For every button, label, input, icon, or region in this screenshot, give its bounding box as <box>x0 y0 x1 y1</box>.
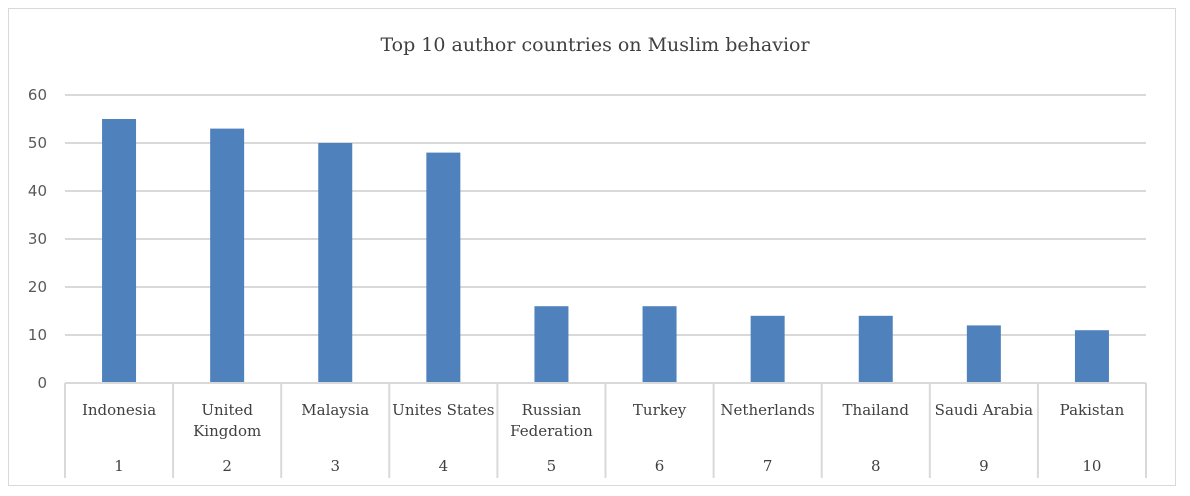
x-index-label: 4 <box>439 457 449 475</box>
chart-title: Top 10 author countries on Muslim behavi… <box>380 34 810 56</box>
y-tick-label: 20 <box>28 278 47 296</box>
x-category-label: Pakistan <box>1060 401 1125 419</box>
x-category-label: Kingdom <box>193 422 261 440</box>
bar <box>858 315 893 383</box>
x-category-label: Indonesia <box>82 401 156 419</box>
bar <box>210 128 245 383</box>
x-category-label: Turkey <box>633 401 687 419</box>
bar <box>102 119 137 383</box>
x-category-label: Saudi Arabia <box>935 401 1033 419</box>
y-tick-label: 50 <box>28 134 47 152</box>
y-tick-label: 30 <box>28 230 47 248</box>
x-category-label: Netherlands <box>720 401 814 419</box>
x-index-label: 7 <box>763 457 773 475</box>
y-tick-label: 40 <box>28 182 47 200</box>
bar <box>750 315 785 383</box>
x-category-label: Thailand <box>843 401 910 419</box>
x-category-label: Unites States <box>392 401 494 419</box>
x-index-label: 5 <box>547 457 557 475</box>
bar <box>642 306 677 383</box>
x-index-label: 2 <box>222 457 232 475</box>
x-index-label: 10 <box>1082 457 1101 475</box>
bar <box>426 152 461 383</box>
x-index-label: 8 <box>871 457 881 475</box>
x-category-label: United <box>201 401 253 419</box>
bar <box>318 143 353 383</box>
x-category-label: Federation <box>510 422 593 440</box>
gridlines <box>65 94 1146 336</box>
y-tick-label: 0 <box>37 374 47 392</box>
x-index-label: 6 <box>655 457 665 475</box>
x-axis: Indonesia 1 United Kingdom 2 Malaysia 3 Unites … <box>64 382 1147 478</box>
bars <box>102 119 1109 383</box>
x-index-label: 9 <box>979 457 989 475</box>
x-index-label: 3 <box>330 457 340 475</box>
bar <box>1074 330 1109 383</box>
x-category-label: Malaysia <box>301 401 369 419</box>
y-axis-ticks: 0 10 20 30 40 50 60 <box>28 86 47 392</box>
y-tick-label: 10 <box>28 326 47 344</box>
y-tick-label: 60 <box>28 86 47 104</box>
x-category-label: Russian <box>522 401 582 419</box>
chart-frame <box>8 8 1176 486</box>
bar <box>534 306 569 383</box>
bar <box>966 325 1001 383</box>
x-index-label: 1 <box>114 457 124 475</box>
